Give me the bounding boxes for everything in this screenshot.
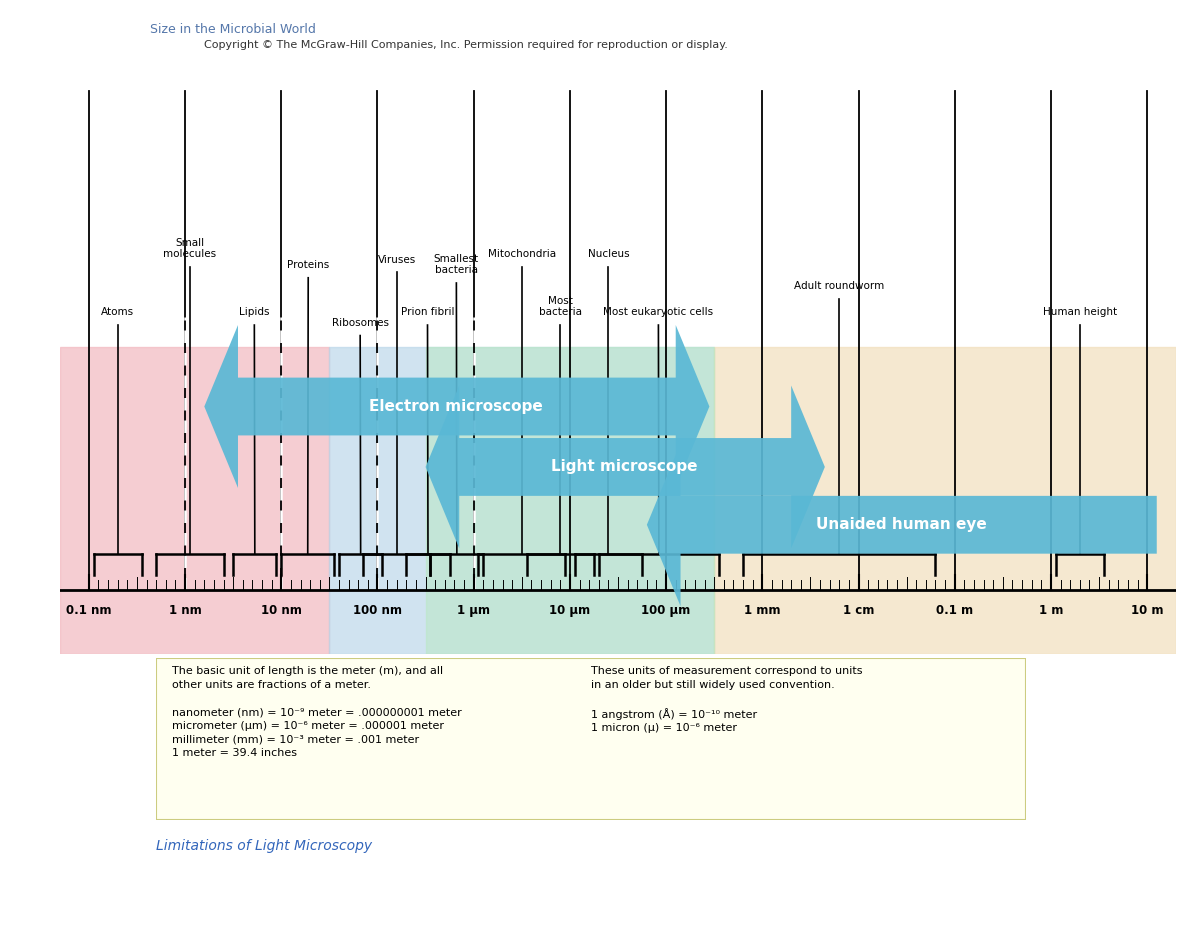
- Text: Most eukaryotic cells: Most eukaryotic cells: [604, 307, 714, 317]
- Text: These units of measurement correspond to units
in an older but still widely used: These units of measurement correspond to…: [592, 667, 863, 733]
- Text: Small
molecules: Small molecules: [163, 237, 216, 260]
- Text: 100 nm: 100 nm: [353, 603, 402, 616]
- Text: Electron microscope: Electron microscope: [370, 399, 544, 414]
- Text: Most
bacteria: Most bacteria: [539, 296, 582, 317]
- Text: Smallest
bacteria: Smallest bacteria: [434, 253, 479, 275]
- Text: 0.1 m: 0.1 m: [936, 603, 973, 616]
- Text: 100 μm: 100 μm: [642, 603, 691, 616]
- Text: 10 μm: 10 μm: [550, 603, 590, 616]
- Bar: [426, 348, 714, 654]
- Text: 10 m: 10 m: [1130, 603, 1163, 616]
- Text: Light microscope: Light microscope: [552, 460, 698, 475]
- Bar: [60, 348, 329, 654]
- Text: 10 nm: 10 nm: [260, 603, 301, 616]
- Text: The basic unit of length is the meter (m), and all
other units are fractions of : The basic unit of length is the meter (m…: [172, 667, 462, 758]
- Polygon shape: [204, 325, 709, 488]
- Text: Proteins: Proteins: [287, 260, 329, 270]
- Text: Adult roundworm: Adult roundworm: [794, 281, 884, 291]
- Text: Nucleus: Nucleus: [588, 249, 629, 260]
- Text: 0.1 nm: 0.1 nm: [66, 603, 112, 616]
- Text: Mitochondria: Mitochondria: [487, 249, 556, 260]
- Text: Human height: Human height: [1043, 307, 1117, 317]
- Text: Prion fibril: Prion fibril: [401, 307, 455, 317]
- Text: 1 μm: 1 μm: [457, 603, 490, 616]
- Text: 1 mm: 1 mm: [744, 603, 780, 616]
- Bar: [329, 348, 714, 654]
- Text: 1 cm: 1 cm: [842, 603, 875, 616]
- Polygon shape: [426, 386, 824, 549]
- Text: Copyright © The McGraw-Hill Companies, Inc. Permission required for reproduction: Copyright © The McGraw-Hill Companies, I…: [204, 40, 728, 50]
- Text: Ribosomes: Ribosomes: [331, 318, 389, 327]
- Text: Atoms: Atoms: [101, 307, 134, 317]
- Text: Viruses: Viruses: [378, 255, 416, 264]
- Text: Lipids: Lipids: [239, 307, 270, 317]
- Text: Limitations of Light Microscopy: Limitations of Light Microscopy: [156, 839, 372, 853]
- FancyBboxPatch shape: [156, 658, 1026, 820]
- Text: 1 m: 1 m: [1039, 603, 1063, 616]
- Text: 1 nm: 1 nm: [169, 603, 202, 616]
- Polygon shape: [647, 443, 1157, 606]
- Text: Unaided human eye: Unaided human eye: [816, 517, 988, 532]
- Text: Size in the Microbial World: Size in the Microbial World: [150, 23, 316, 36]
- Bar: [714, 348, 1176, 654]
